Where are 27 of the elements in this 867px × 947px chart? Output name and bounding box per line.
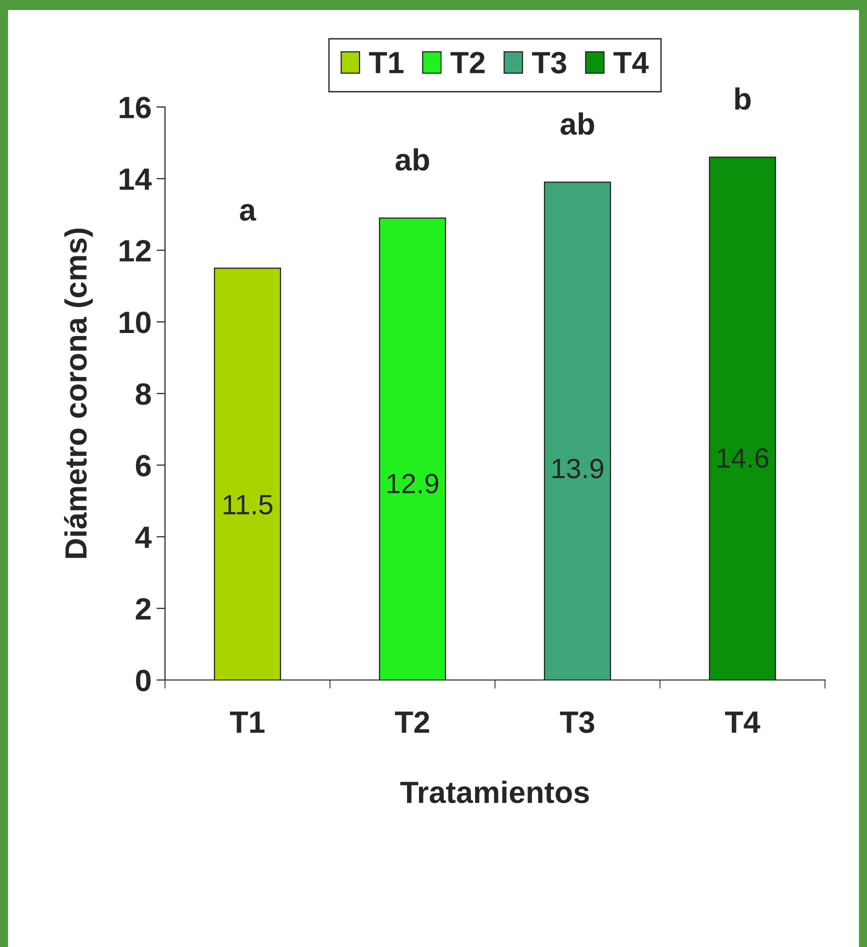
annotation: a [240, 204, 256, 221]
data-label: 13.9 [552, 458, 604, 478]
y-tick-label: 2 [136, 598, 151, 620]
legend-label: T4 [614, 52, 649, 74]
x-axis-title: Tratamientos [400, 780, 589, 804]
legend-label: T1 [369, 52, 404, 74]
y-tick-label: 10 [120, 312, 151, 334]
y-axis-title: Diámetro corona (cms) [64, 228, 93, 558]
y-tick-label: 0 [136, 670, 151, 692]
annotation: ab [560, 112, 594, 135]
y-tick-label: 8 [136, 383, 151, 405]
data-label: 12.9 [388, 474, 438, 494]
x-tick-label: T2 [395, 711, 430, 733]
legend-label: T3 [532, 52, 566, 74]
x-tick-label: T1 [230, 712, 264, 733]
y-tick-label: 14 [120, 168, 152, 190]
y-tick-label: 16 [120, 96, 151, 118]
data-label: 11.5 [224, 495, 272, 514]
annotation: b [735, 87, 751, 110]
data-label: 14.6 [718, 448, 768, 468]
y-tick-label: 4 [135, 526, 152, 548]
y-tick-label: 12 [120, 240, 151, 262]
x-tick-label: T4 [725, 712, 760, 733]
y-tick-label: 6 [136, 454, 151, 476]
legend-label: T2 [450, 52, 485, 74]
x-tick-label: T3 [560, 711, 594, 734]
annotation: ab [396, 148, 430, 171]
